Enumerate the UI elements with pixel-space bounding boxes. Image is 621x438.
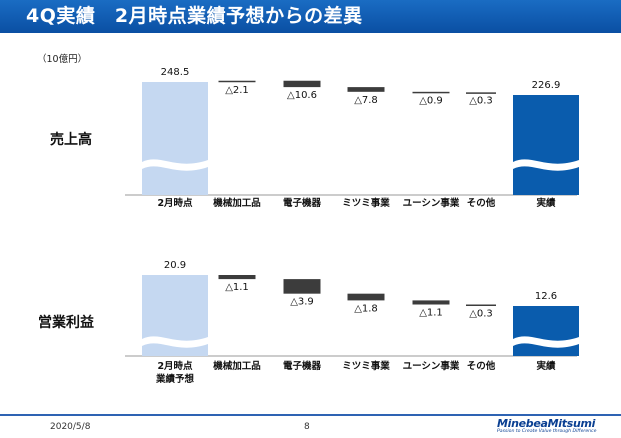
value-label: △0.3	[469, 309, 493, 320]
category-label: その他	[467, 360, 496, 372]
category-label: 機械加工品	[213, 360, 261, 372]
category-label: 2月時点	[157, 360, 193, 372]
category-label: その他	[467, 197, 496, 209]
value-label: △0.9	[419, 95, 443, 106]
category-label: ユーシン事業	[403, 197, 460, 209]
footer-date: 2020/5/8	[50, 422, 91, 432]
value-label: 20.9	[164, 260, 186, 271]
bar-delta	[218, 275, 256, 280]
bar-delta	[347, 87, 385, 92]
category-label: 電子機器	[283, 360, 322, 372]
value-label: △7.8	[354, 95, 378, 106]
chart-title: 営業利益	[38, 314, 94, 331]
value-label: △3.9	[290, 297, 314, 308]
category-label: ミツミ事業	[342, 197, 390, 209]
page-number: 8	[304, 422, 310, 432]
axis-break-mark	[513, 159, 579, 171]
bar-delta	[466, 92, 496, 94]
value-label: △10.6	[287, 90, 317, 101]
sales-waterfall-chart: 売上高 248.5 △2.1 △10.6 △7.8 △0.9 △0.3 226.9 2月時点 機械…	[50, 67, 579, 209]
bar-delta	[218, 80, 256, 83]
bar-delta	[283, 279, 321, 294]
axis-break-mark	[142, 159, 208, 171]
bar-delta	[412, 300, 450, 305]
category-label: 2月時点	[157, 197, 193, 209]
category-label: ミツミ事業	[342, 360, 390, 372]
bar-delta	[412, 91, 450, 94]
value-label: △1.1	[225, 282, 249, 293]
category-label: 実績	[536, 360, 556, 372]
category-label: ユーシン事業	[403, 360, 460, 372]
unit-label: （10億円）	[37, 54, 88, 65]
value-label: △0.3	[469, 96, 493, 107]
bar-actual	[513, 306, 579, 356]
axis-break-mark	[142, 336, 208, 348]
bar-delta	[466, 304, 496, 307]
value-label: △1.8	[354, 303, 378, 314]
bar-actual	[513, 95, 579, 195]
value-label: 12.6	[535, 291, 557, 302]
category-label: 電子機器	[283, 197, 322, 209]
operating-income-waterfall-chart: 営業利益 20.9 △1.1 △3.9 △1.8 △1.1 △0.3 12.6 2月時点業績予想…	[38, 260, 579, 385]
value-label: 248.5	[161, 67, 190, 78]
bar-delta	[347, 293, 385, 301]
bar-delta	[283, 80, 321, 88]
bar-plan	[142, 82, 208, 195]
logo-tagline: Passion to Create Value through Differen…	[497, 429, 597, 434]
value-label: △2.1	[225, 85, 249, 96]
company-logo: MinebeaMitsumi Passion to Create Value t…	[497, 418, 601, 438]
axis-break-mark	[513, 336, 579, 348]
category-label: 機械加工品	[213, 197, 261, 209]
value-label: 226.9	[532, 80, 561, 91]
logo-name: MinebeaMitsumi	[497, 417, 596, 430]
category-label: 実績	[536, 197, 556, 209]
footer-divider	[0, 414, 621, 416]
chart-title: 売上高	[50, 131, 92, 148]
category-label: 業績予想	[155, 373, 195, 385]
value-label: △1.1	[419, 308, 443, 319]
slide-title: 4Q実績 2月時点業績予想からの差異	[0, 0, 621, 33]
